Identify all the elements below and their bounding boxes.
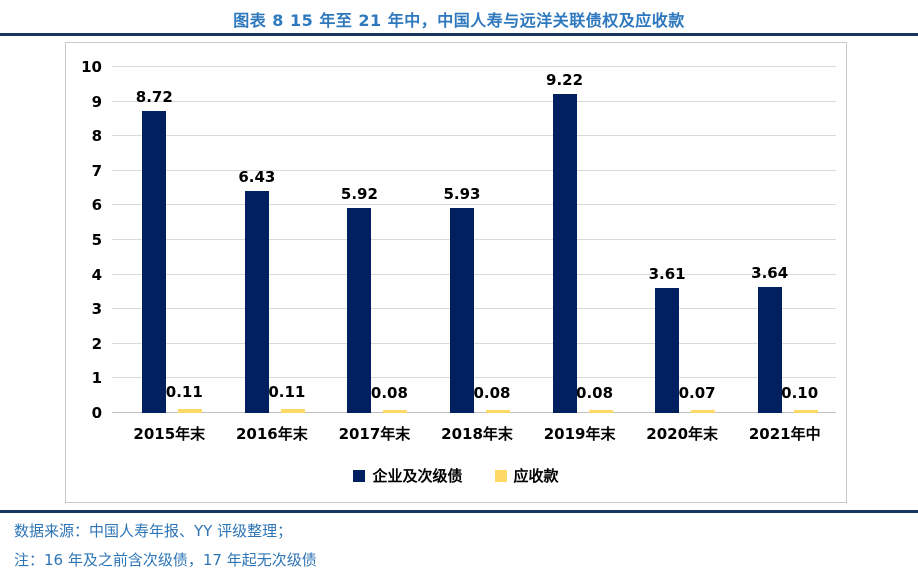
- bar-group: 6.43 0.11: [238, 67, 305, 413]
- gridline: [112, 412, 836, 413]
- plot-area: 8.72 0.11 6.43 0.11 5.92 0.08 5.93 0.08 9.22 0.08…: [112, 66, 836, 413]
- x-tick-label: 2020年末: [646, 425, 719, 443]
- y-tick-label: 2: [91, 334, 102, 353]
- gridline: [112, 204, 836, 206]
- gridline: [112, 342, 836, 344]
- receivables-bar: [588, 410, 613, 413]
- receivables-bar-wrap: 0.08: [371, 67, 408, 413]
- receivables-bar-wrap: 0.11: [268, 67, 305, 413]
- bonds-bar-wrap: 3.61: [649, 67, 686, 413]
- gridline: [112, 377, 836, 379]
- legend-swatch: [353, 469, 366, 482]
- y-tick-label: 4: [91, 265, 102, 284]
- gridline: [112, 239, 836, 240]
- y-tick-label: 5: [91, 231, 102, 249]
- bonds-bar: [552, 94, 577, 413]
- bonds-bar-wrap: 3.64: [751, 67, 788, 413]
- gridline: [112, 169, 836, 171]
- bonds-bar-wrap: 8.72: [136, 67, 173, 413]
- bonds-bar-wrap: 5.93: [443, 67, 480, 413]
- gridline: [112, 308, 836, 310]
- bar-value-label: 9.22: [546, 71, 584, 89]
- bar-value-label: 0.07: [678, 384, 716, 402]
- y-tick-label: 6: [91, 196, 102, 215]
- y-tick-label: 7: [91, 161, 102, 180]
- bar-value-label: 5.93: [443, 185, 481, 203]
- title-divider: [0, 33, 918, 36]
- receivables-bar-wrap: 0.10: [781, 67, 818, 413]
- legend-item: 应收款: [494, 465, 559, 486]
- legend: 企业及次级债 应收款: [66, 465, 846, 486]
- bonds-bar: [142, 111, 167, 413]
- bonds-bar: [655, 288, 680, 413]
- bar-value-label: 0.11: [165, 383, 203, 401]
- gridline: [112, 273, 836, 275]
- y-tick-label: 1: [91, 369, 102, 388]
- bonds-bar: [244, 191, 269, 413]
- bar-group: 3.64 0.10: [751, 67, 818, 413]
- gridline: [112, 100, 836, 102]
- bar-value-label: 3.64: [751, 264, 789, 282]
- bar-groups: 8.72 0.11 6.43 0.11 5.92 0.08 5.93 0.08 9.22 0.08…: [118, 67, 836, 413]
- y-tick-label: 10: [81, 58, 102, 76]
- x-tick-label: 2017年末: [338, 425, 411, 443]
- x-tick-label: 2019年末: [543, 425, 616, 443]
- y-tick-label: 9: [91, 92, 102, 111]
- receivables-bar: [793, 410, 818, 413]
- y-tick-label: 3: [91, 300, 102, 319]
- bonds-bar-wrap: 5.92: [341, 67, 378, 413]
- bottom-divider: [0, 510, 918, 513]
- y-axis: 10 9 8 7 6 5 4 3 2 1 0: [66, 58, 108, 422]
- bar-value-label: 8.72: [135, 88, 173, 106]
- bar-value-label: 0.11: [268, 383, 306, 401]
- x-tick-label: 2016年末: [235, 425, 308, 443]
- legend-label: 企业及次级债: [372, 467, 463, 485]
- receivables-bar-wrap: 0.11: [166, 67, 203, 413]
- bar-value-label: 3.61: [648, 265, 686, 283]
- receivables-bar: [178, 409, 203, 413]
- source-note: 数据来源：中国人寿年报、YY 评级整理；: [14, 522, 293, 540]
- receivables-bar-wrap: 0.07: [679, 67, 716, 413]
- x-tick-label: 2021年中: [748, 425, 821, 443]
- receivables-bar-wrap: 0.08: [473, 67, 510, 413]
- bonds-bar-wrap: 6.43: [238, 67, 275, 413]
- x-axis-labels: 2015年末 2016年末 2017年末 2018年末 2019年末 2020年末 2021…: [118, 423, 836, 444]
- receivables-bar: [383, 410, 408, 413]
- bar-value-label: 0.08: [370, 384, 408, 402]
- legend-item: 企业及次级债: [353, 465, 463, 486]
- bonds-bar-wrap: 9.22: [546, 67, 583, 413]
- receivables-bar: [485, 410, 510, 413]
- gridline: [112, 135, 836, 137]
- bar-group: 8.72 0.11: [136, 67, 203, 413]
- y-tick-label: 0: [91, 404, 102, 422]
- bonds-bar: [757, 287, 782, 413]
- legend-label: 应收款: [513, 467, 559, 485]
- bar-group: 5.93 0.08: [443, 67, 510, 413]
- chart-container: 10 9 8 7 6 5 4 3 2 1 0 8.72 0.11 6.43 0.11 5.92 0.08 5.9…: [65, 42, 847, 503]
- receivables-bar-wrap: 0.08: [576, 67, 613, 413]
- bar-value-label: 0.10: [781, 384, 819, 402]
- receivables-bar: [691, 410, 716, 413]
- receivables-bar: [280, 409, 305, 413]
- bonds-bar: [449, 208, 474, 413]
- bar-value-label: 0.08: [473, 384, 511, 402]
- bar-group: 3.61 0.07: [649, 67, 716, 413]
- bar-group: 9.22 0.08: [546, 67, 613, 413]
- bar-value-label: 5.92: [340, 185, 378, 203]
- bonds-bar: [347, 208, 372, 413]
- x-tick-label: 2015年末: [133, 425, 206, 443]
- gridline: [112, 66, 836, 67]
- footnote: 注：16 年及之前含次级债，17 年起无次级债: [14, 551, 317, 569]
- chart-title: 图表 8 15 年至 21 年中，中国人寿与远洋关联债权及应收款: [233, 11, 685, 30]
- bar-group: 5.92 0.08: [341, 67, 408, 413]
- legend-swatch: [494, 469, 507, 482]
- bar-value-label: 6.43: [238, 168, 276, 186]
- y-tick-label: 8: [91, 127, 102, 146]
- x-tick-label: 2018年末: [441, 425, 513, 443]
- bar-value-label: 0.08: [576, 384, 614, 402]
